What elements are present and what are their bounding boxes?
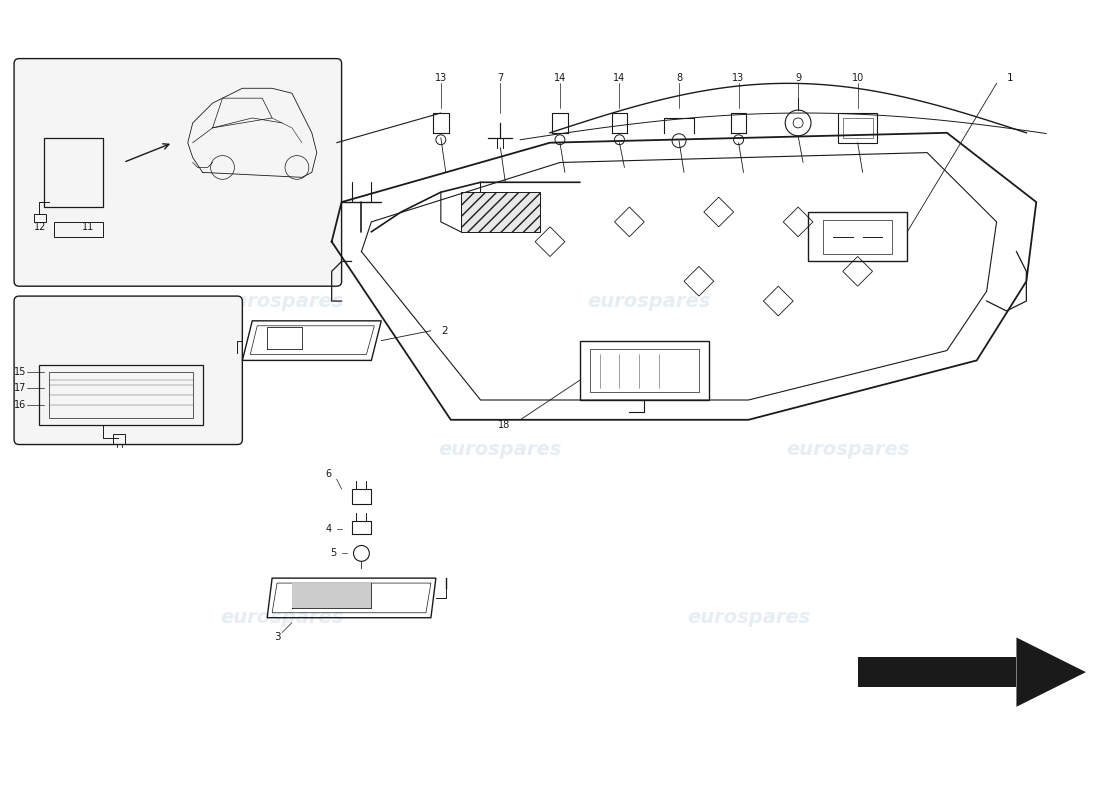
Text: eurospares: eurospares [786,440,910,459]
Text: 16: 16 [13,400,26,410]
Bar [843,118,872,138]
Text: 15: 15 [13,367,26,378]
Polygon shape [1016,638,1086,706]
Bar [590,349,698,392]
Bar [54,222,103,237]
Bar [838,113,878,142]
Bar [580,341,708,400]
Bar [823,220,892,254]
Text: 5: 5 [330,548,337,558]
Text: 11: 11 [82,222,95,232]
Text: 7: 7 [497,74,504,83]
Text: 13: 13 [733,74,745,83]
Bar [292,583,372,608]
Text: 3: 3 [274,633,280,642]
Bar [113,434,125,443]
Text: 14: 14 [614,74,626,83]
Bar [352,489,372,504]
Text: 2: 2 [441,326,448,336]
Text: eurospares: eurospares [686,608,811,627]
Polygon shape [858,658,1016,687]
Text: 13: 13 [434,74,447,83]
FancyBboxPatch shape [14,296,242,445]
Text: 4: 4 [326,524,332,534]
Text: 14: 14 [553,74,566,83]
FancyBboxPatch shape [14,58,342,286]
Text: 1: 1 [1006,74,1013,83]
Text: eurospares: eurospares [220,291,343,310]
Text: 17: 17 [13,383,26,393]
Text: 9: 9 [795,74,801,83]
Text: eurospares: eurospares [220,608,343,627]
Bar [461,192,540,232]
Text: 18: 18 [498,420,510,430]
Text: eurospares: eurospares [439,440,562,459]
Text: 6: 6 [326,470,332,479]
Bar [808,212,908,262]
Text: 12: 12 [34,222,46,232]
Text: eurospares: eurospares [587,291,711,310]
Bar [34,214,46,222]
Text: 10: 10 [851,74,864,83]
Bar [44,138,103,207]
Text: 8: 8 [676,74,682,83]
